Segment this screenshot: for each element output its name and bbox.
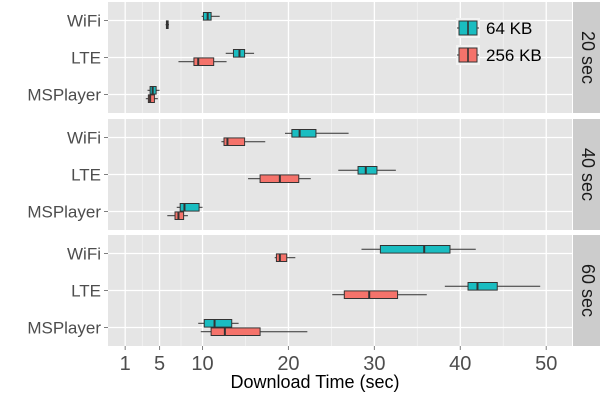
box-64kb: [361, 245, 476, 254]
box-256kb: [200, 327, 308, 336]
box-256kb: [274, 253, 296, 262]
legend-entry: 256 KB: [456, 45, 542, 65]
box-iqr: [223, 137, 246, 146]
y-tick-label: LTE: [71, 282, 101, 301]
box-256kb: [145, 94, 158, 104]
box-64kb: [444, 282, 541, 291]
y-tick-label: MSPlayer: [27, 319, 101, 338]
y-tick-label: MSPlayer: [27, 203, 101, 222]
box-iqr: [357, 166, 378, 175]
box-256kb: [221, 137, 266, 146]
box-256kb: [165, 20, 170, 29]
y-tick-label: WiFi: [67, 12, 101, 31]
y-tick-label: MSPlayer: [27, 86, 101, 105]
facet-strip-label: 20 sec: [578, 31, 598, 84]
legend: 64 KB 256 KB: [456, 18, 542, 65]
x-tick-label: 30: [363, 353, 385, 375]
box-64kb: [176, 203, 203, 212]
y-tick-label: WiFi: [67, 245, 101, 264]
x-tick-label: 10: [191, 353, 213, 375]
box-iqr: [343, 290, 399, 299]
facet-panel: WiFi LTE MSPlayer 40 sec: [27, 119, 600, 230]
x-tick-label: 20: [277, 353, 299, 375]
box-64kb: [198, 319, 239, 328]
box-256kb: [178, 57, 227, 67]
facet-strip-label: 60 sec: [578, 264, 598, 317]
facet-strip: [573, 2, 600, 113]
box-256kb: [167, 211, 188, 220]
facet-strip: [573, 235, 600, 346]
x-tick-label: 40: [449, 353, 471, 375]
box-iqr: [210, 327, 261, 336]
box-iqr: [193, 57, 215, 67]
box-64kb: [225, 49, 255, 58]
x-axis: 1 5 10 20 30 40 50: [120, 346, 557, 375]
legend-entry: 64 KB: [456, 18, 532, 38]
facet-strip-label: 40 sec: [578, 148, 598, 201]
box-64kb: [338, 166, 396, 175]
legend-label: 256 KB: [486, 46, 542, 65]
box-iqr: [147, 94, 155, 104]
facet-panel: WiFi LTE MSPlayer 60 sec: [27, 235, 600, 346]
y-tick-label: LTE: [71, 166, 101, 185]
box-iqr: [179, 203, 200, 212]
x-tick-label: 50: [535, 353, 557, 375]
box-256kb: [332, 290, 427, 299]
x-axis-label: Download Time (sec): [230, 372, 399, 392]
box-iqr: [379, 245, 451, 254]
facet-panel: WiFi LTE MSPlayer 20 sec: [27, 2, 600, 113]
box-64kb: [285, 129, 349, 138]
box-64kb: [201, 12, 220, 21]
box-256kb: [248, 174, 311, 183]
box-iqr: [291, 129, 317, 138]
box-iqr: [467, 282, 498, 291]
box-iqr: [203, 319, 233, 328]
x-tick-label: 5: [154, 353, 165, 375]
y-tick-label: LTE: [71, 49, 101, 68]
box-iqr: [275, 253, 288, 262]
x-tick-label: 1: [120, 353, 131, 375]
box-64kb: [147, 86, 160, 95]
legend-label: 64 KB: [486, 19, 532, 38]
facet-panels: WiFi LTE MSPlayer 20 sec WiFi LTE MSPlayer 40 s…: [27, 2, 600, 346]
facet-strip: [573, 119, 600, 230]
y-tick-label: WiFi: [67, 129, 101, 148]
